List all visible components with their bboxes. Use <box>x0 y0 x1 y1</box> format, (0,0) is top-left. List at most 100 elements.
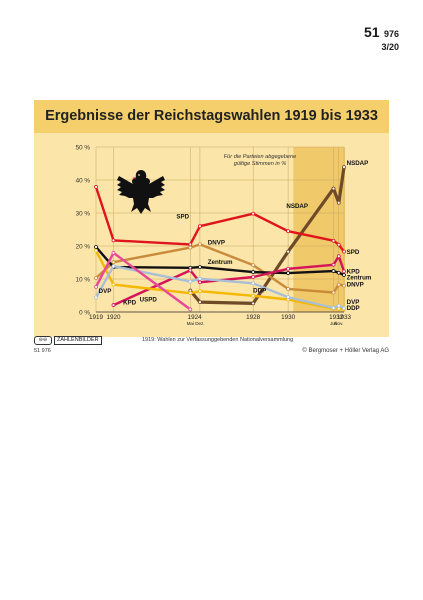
data-point <box>251 281 256 286</box>
data-point <box>342 273 346 277</box>
publisher-logo-icon: ⊖⊖ <box>34 336 52 345</box>
series-label: SPD <box>347 249 360 256</box>
series-label: Zentrum <box>208 259 233 266</box>
data-point <box>188 291 193 296</box>
series-label: DVP <box>99 288 112 295</box>
doc-sheet: 3/20 <box>381 42 399 53</box>
data-point <box>198 289 202 294</box>
data-point <box>251 211 256 216</box>
data-point <box>111 264 116 269</box>
data-point <box>331 269 336 273</box>
data-point <box>94 285 98 289</box>
x-sub-label: Nov. <box>334 321 343 326</box>
series-label: DDP <box>253 288 266 295</box>
data-point <box>198 242 202 247</box>
chart-annotation: Für die Parteien abgegebene <box>224 154 296 160</box>
chart-panel: Ergebnisse der Reichstagswahlen 1919 bis… <box>34 100 389 337</box>
data-point <box>198 276 202 281</box>
x-tick-label: 1919 <box>89 314 104 321</box>
chart-annotation: gültige Stimmen in % <box>234 161 287 167</box>
x-tick-label: 1920 <box>106 314 121 321</box>
data-point <box>94 295 98 300</box>
series-label: Zentrum <box>347 274 372 281</box>
series-label: DVP <box>347 299 360 306</box>
doc-number-main: 51 <box>363 24 380 40</box>
footer-code: 51 976 <box>34 348 51 354</box>
series-label: ZAHLENBILDER <box>54 336 102 345</box>
data-point <box>111 238 116 243</box>
x-sub-label: Mai <box>187 321 194 326</box>
data-point <box>286 295 291 300</box>
data-point <box>251 293 256 298</box>
data-point <box>342 283 346 288</box>
eagle-emblem-icon <box>117 170 165 214</box>
data-point <box>198 265 202 270</box>
data-point <box>251 270 256 274</box>
data-point <box>342 306 346 311</box>
data-point <box>336 303 341 308</box>
y-tick-label: 0 % <box>79 310 90 317</box>
series-label: DNVP <box>347 281 364 288</box>
line-chart: 0 % 10 % 20 % 30 % 40 % 50 % 1919 1920 1924 1928 1… <box>76 145 372 327</box>
series-label: DDP <box>347 305 360 312</box>
data-point <box>331 306 336 310</box>
data-point <box>336 200 341 205</box>
data-point <box>188 307 193 312</box>
document-number: 51 976 3/20 <box>364 24 399 53</box>
series-label: USPD <box>140 296 158 303</box>
data-point <box>251 263 256 268</box>
footnote: 1919: Wahlen zur Verfassunggebenden Nati… <box>142 337 294 343</box>
data-point <box>188 245 193 250</box>
data-point <box>331 238 336 243</box>
x-tick-label: 1933 <box>337 314 352 321</box>
data-point <box>336 254 341 259</box>
y-tick-label: 20 % <box>76 244 91 251</box>
y-tick-label: 40 % <box>76 178 91 185</box>
data-point <box>188 279 193 284</box>
data-point <box>188 268 193 273</box>
x-sub-label: Juli <box>330 321 337 326</box>
y-tick-label: 30 % <box>76 211 91 218</box>
x-tick-label: 1932 <box>329 314 344 321</box>
data-point <box>94 245 98 249</box>
publisher: © Bergmoser + Höller Verlag AG <box>302 348 389 354</box>
data-point <box>111 260 116 265</box>
data-point <box>111 282 116 287</box>
data-point <box>198 224 202 229</box>
series-label: DNVP <box>208 239 225 246</box>
data-point <box>342 269 346 274</box>
x-tick-label: 1924 <box>188 314 203 321</box>
x-tick-label: 1928 <box>246 314 261 321</box>
data-point <box>286 271 291 275</box>
series-label: SPD <box>176 214 189 221</box>
y-tick-label: 10 % <box>76 277 91 284</box>
data-point <box>286 286 291 291</box>
data-point <box>198 300 202 305</box>
data-point <box>342 249 346 254</box>
data-point <box>331 262 336 267</box>
x-sub-label: Dez. <box>195 321 204 326</box>
data-point <box>286 266 291 271</box>
data-point <box>188 242 193 247</box>
series-label: KPD <box>347 268 361 275</box>
data-point <box>336 242 341 247</box>
data-point <box>111 251 116 255</box>
data-point <box>94 248 98 253</box>
data-point <box>198 280 202 285</box>
series-label: NSDAP <box>286 203 308 210</box>
data-point <box>342 165 346 170</box>
series-badge: ⊖⊖ ZAHLENBILDER <box>34 336 102 345</box>
chart-header <box>34 100 389 133</box>
data-point <box>251 275 256 279</box>
data-point <box>336 270 341 275</box>
y-tick-label: 50 % <box>76 145 91 152</box>
data-point <box>94 276 98 280</box>
data-point <box>331 290 336 295</box>
data-point <box>94 185 98 189</box>
chart-title: Ergebnisse der Reichstagswahlen 1919 bis… <box>45 108 378 124</box>
data-point <box>336 282 341 287</box>
x-tick-label: 1930 <box>281 314 296 321</box>
data-point <box>331 186 336 191</box>
series-label: NSDAP <box>347 160 369 167</box>
late-period-band <box>293 147 345 312</box>
